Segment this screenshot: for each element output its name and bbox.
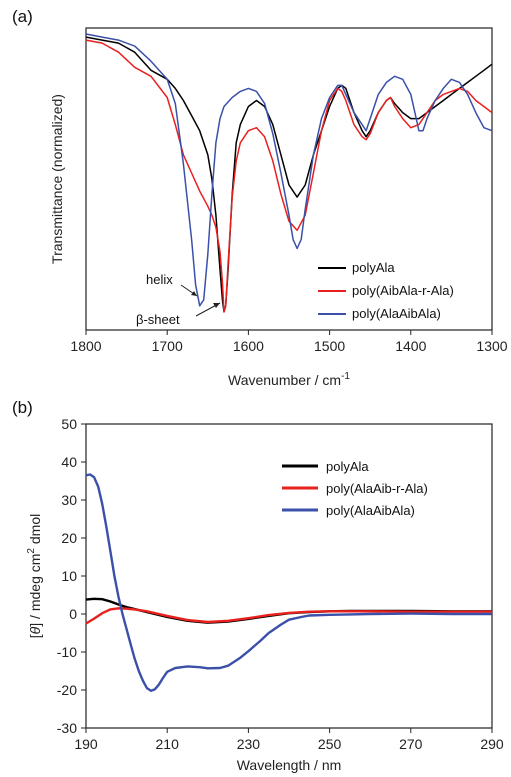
x-tick-label-b-210: 210 (156, 736, 180, 752)
x-tick-label-b-190: 190 (74, 736, 98, 752)
series-line-b-poly-alaaib-r-ala (85, 607, 492, 625)
annotation-helix: helix (146, 272, 173, 287)
annotation-helix-arrowhead (191, 291, 197, 296)
legend-a: polyAla poly(AibAla-r-Ala) poly(AlaAibAl… (318, 260, 454, 321)
y-tick-label-b-0: 0 (69, 606, 77, 622)
series-line-b-poly-alaaibala (85, 473, 492, 692)
legend-b: polyAla poly(AlaAib-r-Ala) poly(AlaAibAl… (282, 459, 428, 518)
panel-b-label: (b) (12, 398, 33, 417)
x-ticks-b: 190 210 230 250 270 290 (74, 728, 504, 752)
x-tick-label-b-250: 250 (318, 736, 342, 752)
y-axis-title-b: [θ] / mdeg cm2 dmol (26, 514, 43, 638)
x-axis-title-a: Wavenumber / cm-1 (228, 371, 350, 388)
x-tick-label-a-1300: 1300 (476, 338, 507, 354)
x-tick-label-b-270: 270 (399, 736, 423, 752)
panel-a-label: (a) (12, 7, 33, 26)
annotation-beta-arrowhead (213, 303, 220, 308)
x-tick-label-b-290: 290 (480, 736, 504, 752)
legend-b-label-alaaibala: poly(AlaAibAla) (326, 503, 415, 518)
y-tick-label-b-50: 50 (61, 416, 77, 432)
plot-frame-b (85, 423, 493, 729)
legend-a-label-alaaibala: poly(AlaAibAla) (352, 306, 441, 321)
series-line-a-poly-alaaibala (85, 33, 493, 307)
y-tick-label-b-20: 20 (61, 530, 77, 546)
annotation-beta-sheet: β-sheet (136, 312, 180, 327)
y-tick-label-b-40: 40 (61, 454, 77, 470)
x-tick-label-a-1700: 1700 (152, 338, 183, 354)
y-tick-label-b-30: 30 (61, 492, 77, 508)
x-tick-label-a-1800: 1800 (70, 338, 101, 354)
x-tick-label-a-1500: 1500 (314, 338, 345, 354)
x-tick-label-a-1400: 1400 (395, 338, 426, 354)
y-ticks-b: -30 -20 -10 0 10 20 30 40 50 (57, 416, 86, 736)
x-axis-title-b: Wavelength / nm (237, 757, 342, 773)
y-tick-label-b-10: 10 (61, 568, 77, 584)
panel-a: (a) 1800 1700 1600 1500 1400 1300 Wavenumber … (12, 7, 508, 388)
legend-a-label-polyala: polyAla (352, 260, 395, 275)
series-line-a-poly-aibala-r-ala (85, 39, 493, 313)
plot-frame-a (85, 27, 493, 331)
series-line-a-polyala (85, 36, 493, 313)
y-tick-label-b--20: -20 (57, 682, 77, 698)
x-tick-label-b-230: 230 (237, 736, 261, 752)
panel-b: (b) 190 210 230 250 270 290 -30 -20 -10 0 10 20 30 4… (12, 398, 504, 773)
x-ticks-a: 1800 1700 1600 1500 1400 1300 (70, 330, 508, 354)
series-lines-b (85, 473, 492, 692)
legend-b-label-alaaib: poly(AlaAib-r-Ala) (326, 481, 428, 496)
x-tick-label-a-1600: 1600 (233, 338, 264, 354)
y-tick-label-b--30: -30 (57, 720, 77, 736)
y-tick-label-b--10: -10 (57, 644, 77, 660)
legend-a-label-aibala: poly(AibAla-r-Ala) (352, 283, 454, 298)
legend-b-label-polyala: polyAla (326, 459, 369, 474)
series-lines-a (85, 33, 493, 313)
y-axis-title-a: Transmittance (normalized) (49, 94, 65, 264)
